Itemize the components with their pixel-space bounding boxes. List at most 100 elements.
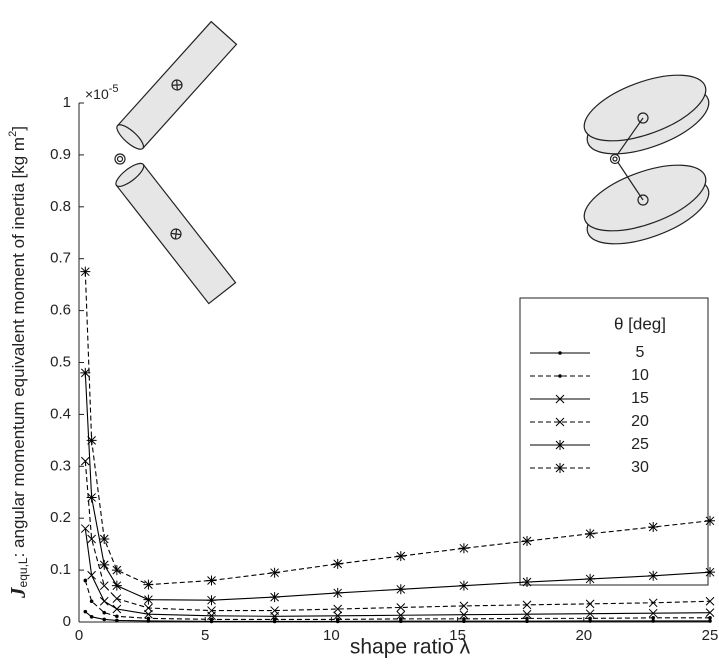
- x-tick-label: 15: [449, 627, 466, 644]
- marker-stroke: [459, 601, 469, 611]
- marker-dot: [525, 619, 529, 624]
- marker-stroke: [270, 606, 279, 615]
- marker: [80, 367, 91, 378]
- marker: [112, 604, 122, 614]
- marker: [87, 534, 96, 544]
- marker: [396, 610, 406, 620]
- marker-stroke: [396, 610, 406, 620]
- marker-dot: [102, 610, 107, 615]
- marker-dot: [651, 616, 656, 620]
- marker-dot: [272, 617, 277, 622]
- marker: [144, 609, 153, 619]
- marker: [87, 570, 96, 580]
- legend-label: 5: [636, 344, 645, 361]
- disk-illustration: [583, 74, 710, 245]
- marker: [458, 580, 469, 591]
- marker: [146, 619, 151, 623]
- marker-stroke: [87, 534, 96, 544]
- y-tick-label: 0.8: [50, 198, 71, 215]
- marker: [585, 599, 595, 609]
- marker: [269, 592, 280, 603]
- marker: [459, 610, 469, 620]
- x-tick-label: 0: [75, 627, 83, 644]
- marker: [206, 595, 217, 606]
- marker: [89, 599, 94, 604]
- marker-dot: [102, 617, 107, 622]
- marker: [705, 567, 715, 578]
- marker: [89, 615, 94, 619]
- marker-dot: [146, 616, 151, 621]
- marker-dot: [525, 616, 529, 621]
- marker: [143, 579, 154, 590]
- marker-dot: [146, 619, 151, 623]
- marker-dot: [399, 617, 403, 621]
- marker: [705, 608, 715, 618]
- marker: [525, 619, 529, 624]
- marker: [99, 596, 109, 606]
- y-title-text: : angular momentum equivalent moment of …: [9, 137, 28, 557]
- marker-dot: [651, 619, 656, 623]
- marker-stroke: [648, 608, 658, 618]
- y-tick-label: 0.1: [50, 561, 71, 578]
- y-tick-label: 0.7: [50, 250, 71, 267]
- y-tick-label: 0.9: [50, 146, 71, 163]
- marker-dot: [83, 609, 88, 614]
- marker-dot: [115, 614, 119, 619]
- marker-stroke: [396, 603, 406, 612]
- x-tick-label: 10: [323, 627, 340, 644]
- marker: [144, 603, 153, 613]
- marker-stroke: [395, 584, 406, 595]
- marker: [585, 573, 596, 584]
- marker-stroke: [207, 606, 216, 615]
- multiplier-base: ×10: [85, 86, 109, 102]
- marker: [395, 551, 406, 562]
- marker: [99, 559, 110, 570]
- marker-stroke: [522, 600, 532, 610]
- marker: [705, 515, 715, 526]
- marker: [272, 617, 277, 622]
- y-tick-label: 0: [63, 613, 71, 630]
- marker-stroke: [112, 604, 122, 614]
- marker-stroke: [585, 599, 595, 609]
- legend-label: 30: [631, 459, 649, 476]
- marker-stroke: [144, 603, 153, 613]
- marker: [651, 619, 656, 623]
- marker-stroke: [143, 579, 154, 590]
- marker: [396, 603, 406, 612]
- marker: [459, 601, 469, 611]
- marker-stroke: [459, 610, 469, 620]
- marker: [395, 584, 406, 595]
- marker-stroke: [705, 515, 715, 526]
- marker: [143, 594, 154, 605]
- series-line: [84, 611, 710, 623]
- marker-stroke: [648, 570, 659, 581]
- marker-stroke: [705, 596, 715, 606]
- legend-box: [519, 297, 709, 586]
- marker: [705, 596, 715, 606]
- marker-stroke: [111, 565, 122, 576]
- marker-dot: [89, 599, 94, 604]
- y-title-end: ]: [9, 126, 28, 131]
- marker: [112, 594, 122, 603]
- marker: [588, 619, 592, 623]
- marker: [146, 616, 151, 621]
- marker: [115, 618, 119, 623]
- marker: [209, 617, 214, 622]
- marker-stroke: [333, 611, 343, 621]
- marker-dot: [115, 618, 119, 623]
- marker: [558, 351, 562, 355]
- marker-stroke: [206, 595, 217, 606]
- marker: [525, 616, 529, 621]
- marker-dot: [335, 617, 340, 622]
- marker: [269, 567, 280, 578]
- marker-stroke: [705, 567, 715, 578]
- marker-dot: [209, 617, 214, 622]
- marker: [111, 580, 122, 591]
- marker-stroke: [99, 559, 110, 570]
- marker-stroke: [80, 456, 90, 466]
- marker: [558, 374, 562, 378]
- marker-dot: [462, 617, 466, 621]
- marker-stroke: [555, 417, 565, 427]
- marker-stroke: [80, 367, 91, 378]
- marker: [86, 492, 97, 503]
